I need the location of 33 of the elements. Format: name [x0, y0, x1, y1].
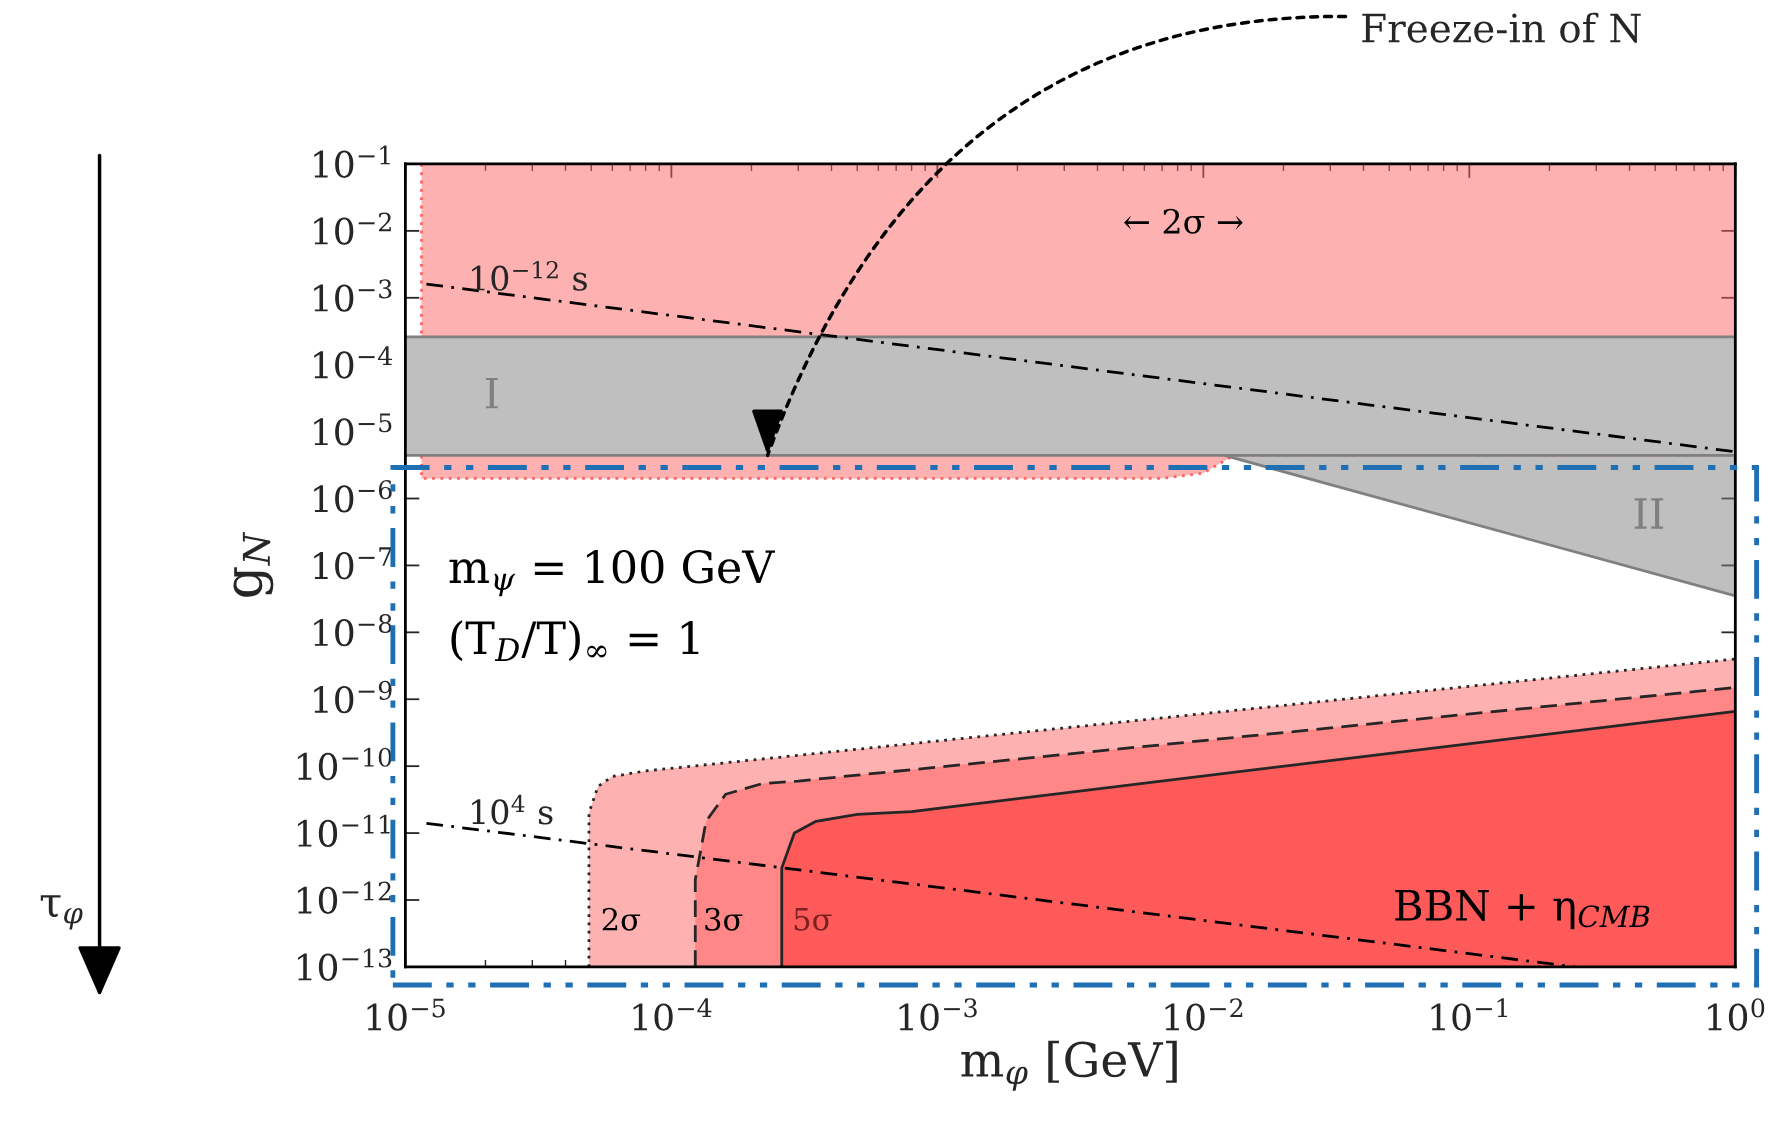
annotation: ← 2σ →: [1124, 208, 1243, 234]
y-tick-label: 10$^{−6}$: [314, 480, 392, 513]
x-tick-label: 10$^{−2}$: [1165, 998, 1243, 1031]
y-tick-label: 10$^{−9}$: [314, 680, 392, 714]
y-tick-label: 10$^{−12}$: [297, 881, 391, 914]
x-tick-label: 10$^{−4}$: [633, 998, 712, 1031]
annotation: m$_{ψ}$ = 100 GeV: [449, 549, 776, 597]
annotation: Freeze-in of N: [1362, 12, 1641, 43]
y-tick-label: 10$^{−4}$: [314, 346, 393, 379]
x-axis-title: m$_{φ}$ [GeV]: [961, 1040, 1177, 1091]
y-tick-label: 10$^{−8}$: [314, 613, 392, 647]
y-tick-label: 10$^{−11}$: [297, 814, 390, 848]
annotation: II: [1634, 498, 1664, 529]
x-tick-label: 10$^{−1}$: [1431, 998, 1508, 1031]
y-tick-label: 10$^{−2}$: [314, 212, 391, 245]
annotation: 2σ: [602, 907, 641, 931]
annotation: 10$^{−12}$ s: [472, 260, 587, 291]
y-axis-title: g$_{N}$: [233, 531, 274, 597]
x-tick-label: 10$^{−5}$: [367, 998, 445, 1031]
y-tick-label: 10$^{−1}$: [314, 145, 390, 178]
annotation: (T$_{D}$/T)$_{∞}$ = 1: [451, 620, 699, 661]
text: τ$_{φ}$: [40, 895, 83, 930]
annotation: 5σ: [794, 908, 832, 931]
annotation: I: [485, 377, 498, 409]
y-tick-label: 10$^{−5}$: [314, 413, 392, 446]
y-tick-label: 10$^{−3}$: [314, 279, 392, 312]
annotation: 10$^{4}$ s: [472, 794, 553, 825]
annotation: 3σ: [705, 907, 743, 931]
x-tick-label: 10$^{0}$: [1707, 998, 1765, 1031]
x-tick-label: 10$^{−3}$: [899, 998, 977, 1031]
annotation: BBN + η$_{CMB}$: [1395, 890, 1650, 930]
y-tick-label: 10$^{−10}$: [297, 747, 392, 781]
y-tick-label: 10$^{−13}$: [297, 948, 392, 981]
